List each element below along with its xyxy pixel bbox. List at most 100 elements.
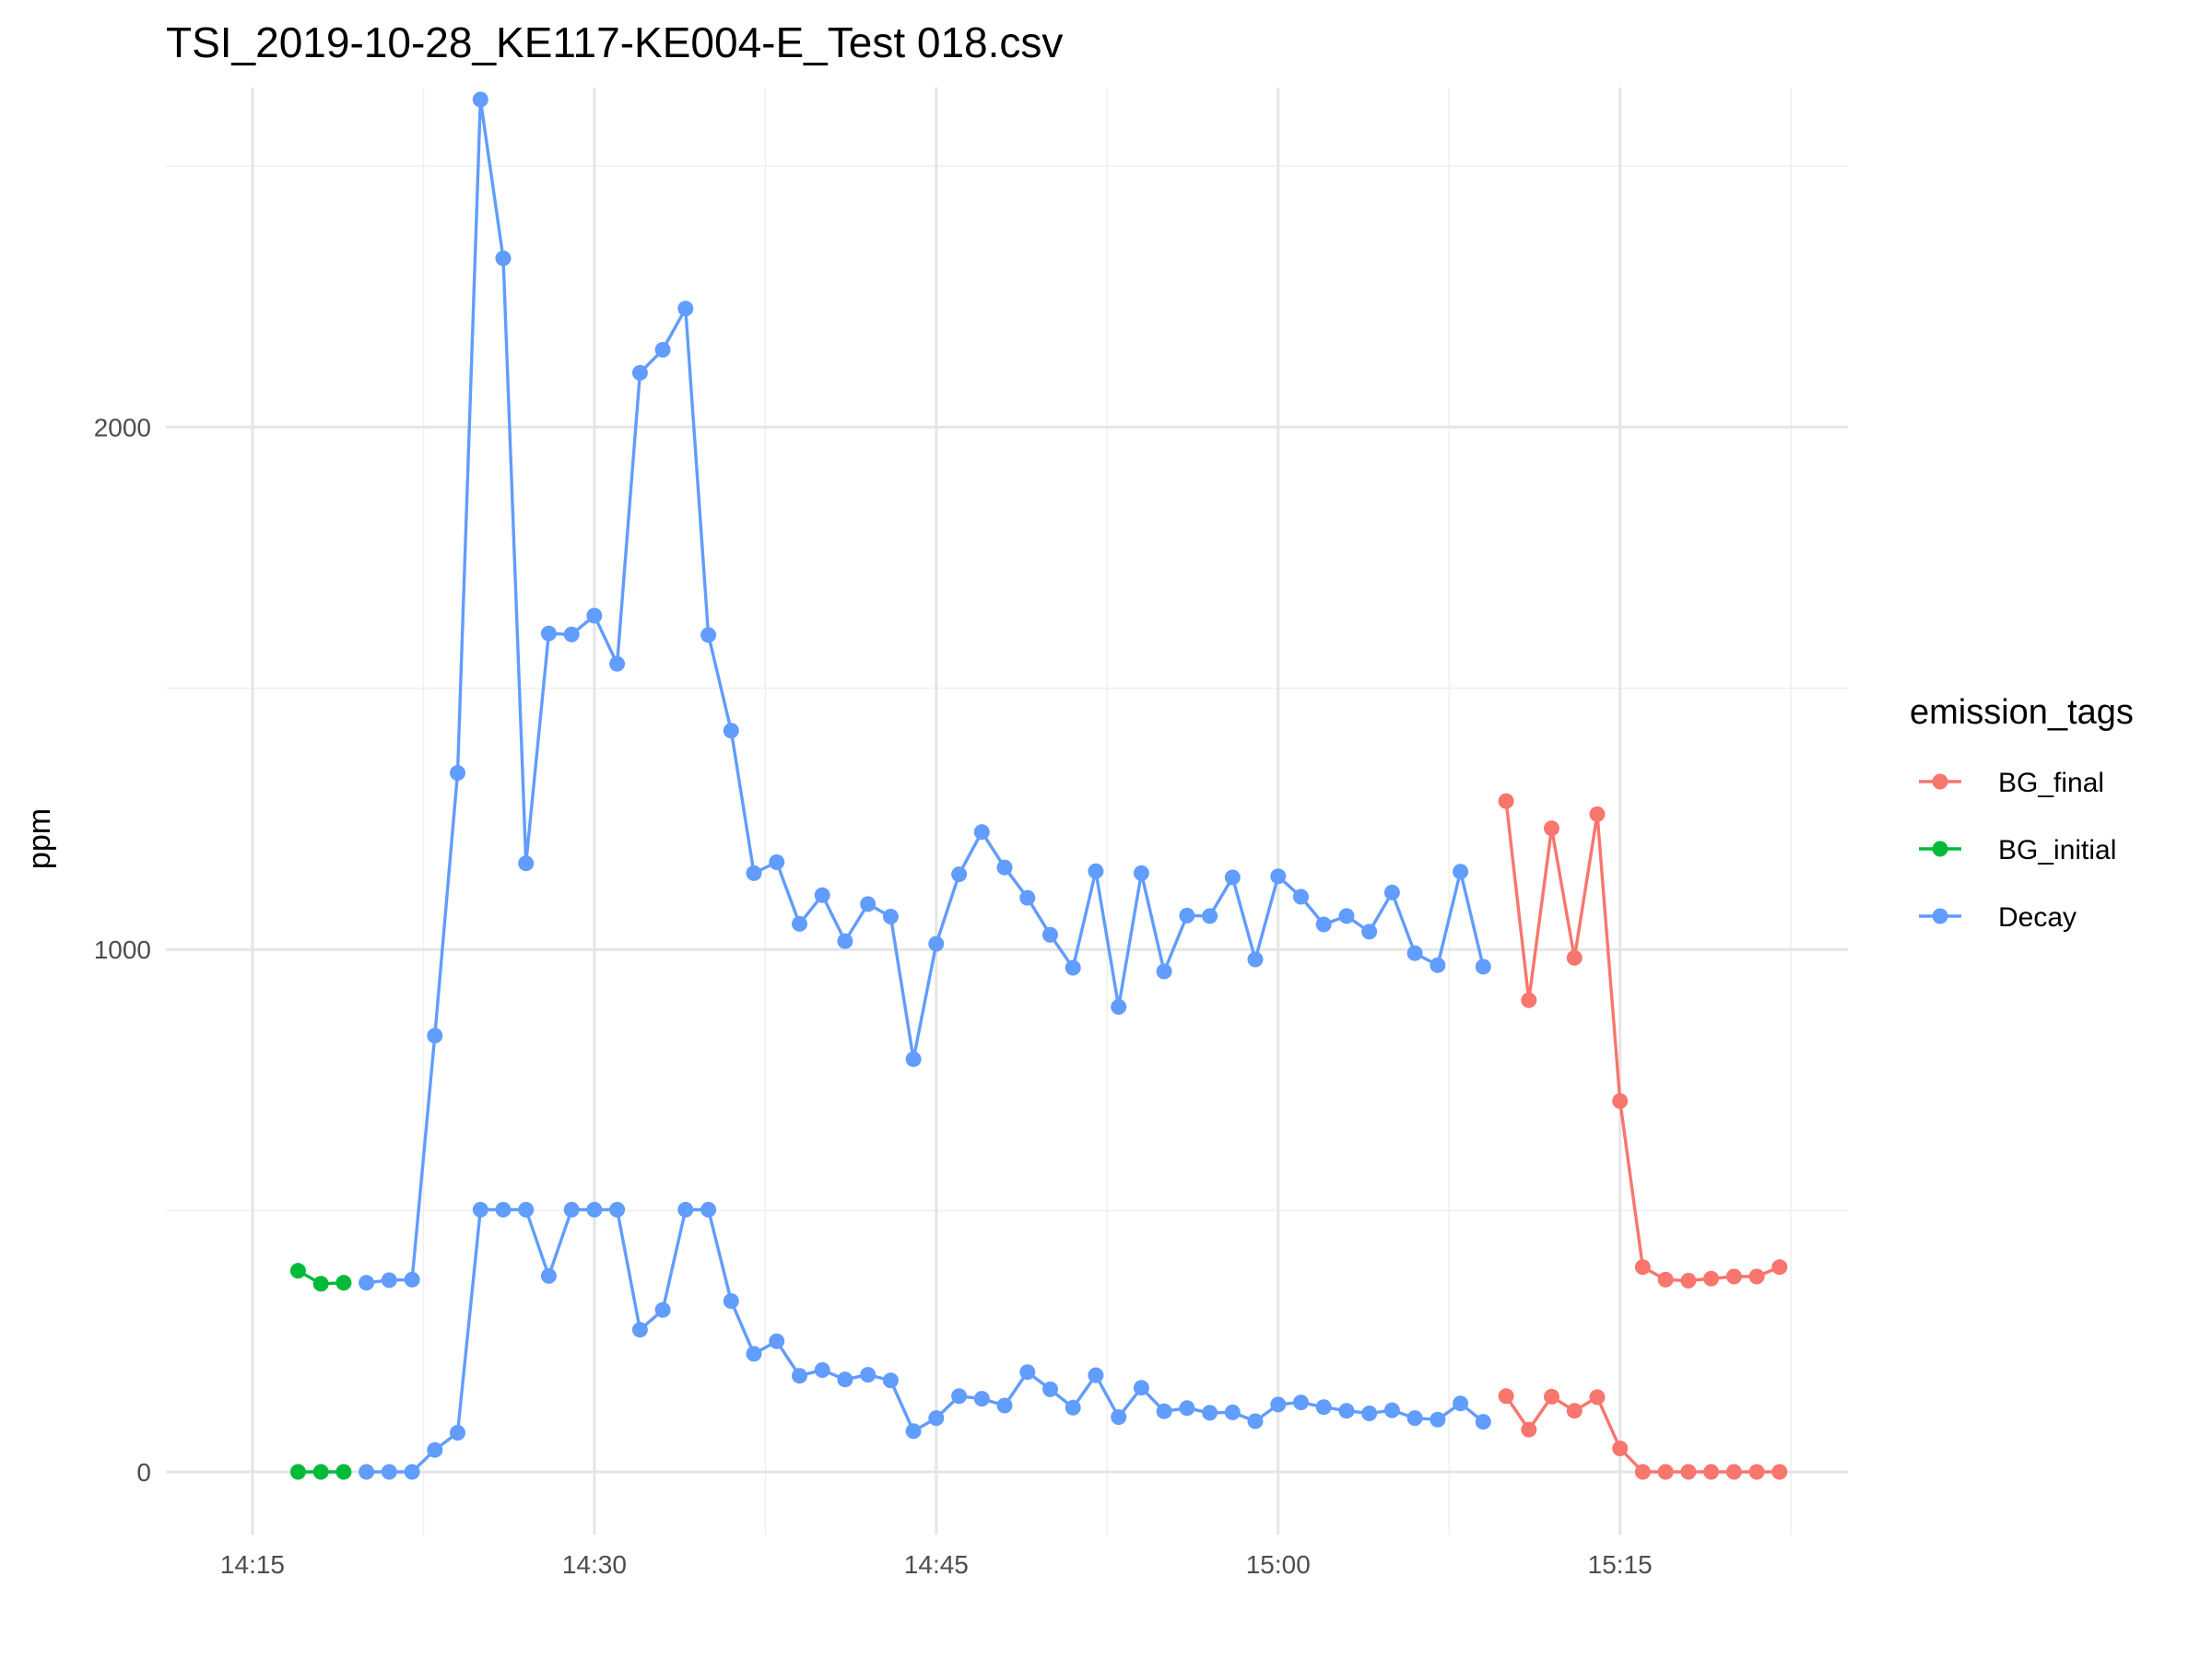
- x-tick-label: 14:45: [904, 1550, 969, 1579]
- data-point: [289, 1263, 306, 1279]
- data-point: [1475, 959, 1491, 975]
- legend-item-bg-final: BG_final: [1919, 768, 2104, 798]
- data-point: [450, 765, 465, 782]
- data-point: [1680, 1464, 1697, 1480]
- data-point: [1521, 1421, 1537, 1438]
- data-point: [1293, 888, 1309, 905]
- data-point: [973, 1391, 990, 1407]
- x-tick-label: 15:00: [1246, 1550, 1311, 1579]
- series-line: [366, 1207, 1485, 1474]
- x-tick-label: 14:15: [220, 1550, 285, 1579]
- y-axis-title: ppm: [22, 808, 57, 869]
- data-point: [769, 1333, 785, 1349]
- data-point: [631, 1322, 648, 1338]
- legend-label: Decay: [1998, 902, 2077, 933]
- data-point: [837, 1371, 853, 1388]
- data-point: [814, 1362, 830, 1378]
- data-point: [1383, 1402, 1400, 1418]
- legend-item-decay: Decay: [1919, 902, 2077, 933]
- data-point: [814, 887, 830, 903]
- data-point: [335, 1275, 352, 1291]
- data-point: [1657, 1464, 1674, 1480]
- data-point: [1406, 945, 1423, 961]
- data-point: [769, 854, 785, 870]
- legend-item-bg-initial: BG_initial: [1919, 835, 2116, 865]
- data-point: [540, 625, 557, 641]
- data-point: [289, 1464, 306, 1480]
- series-line: [1504, 1394, 1780, 1474]
- data-point: [1589, 806, 1606, 822]
- data-point: [381, 1272, 397, 1288]
- data-point: [631, 365, 648, 381]
- data-point: [1634, 1259, 1651, 1276]
- data-point: [1361, 1406, 1378, 1421]
- data-point: [746, 1346, 762, 1362]
- data-point: [472, 91, 488, 108]
- grid: [166, 88, 1848, 1535]
- data-point: [495, 250, 512, 266]
- data-point: [563, 626, 580, 642]
- data-point: [495, 1202, 512, 1218]
- data-point: [792, 1368, 807, 1384]
- data-point: [1657, 1271, 1674, 1288]
- data-point: [1156, 963, 1172, 980]
- data-point: [359, 1275, 375, 1291]
- data-point: [700, 1202, 717, 1218]
- data-point: [905, 1423, 922, 1440]
- data-point: [1453, 1395, 1469, 1412]
- data-point: [1612, 1441, 1629, 1456]
- data-point: [996, 1397, 1013, 1414]
- legend: emission_tags BG_final BG_initial Decay: [1910, 693, 2134, 933]
- data-point: [1430, 1411, 1446, 1428]
- data-point: [1544, 1388, 1559, 1405]
- data-point: [1111, 1409, 1127, 1425]
- legend-key-point: [1932, 841, 1948, 857]
- data-point: [1430, 957, 1446, 973]
- legend-label: BG_final: [1998, 768, 2104, 798]
- data-point: [860, 1367, 877, 1383]
- data-point: [1088, 1367, 1104, 1383]
- data-point: [860, 896, 877, 912]
- axes: 0 1000 2000 14:15 14:30 14:45 15:00 15:15: [94, 413, 1653, 1579]
- data-point: [1406, 1410, 1423, 1427]
- data-point: [1019, 889, 1036, 906]
- data-point: [1589, 1389, 1606, 1406]
- data-point: [381, 1464, 397, 1480]
- data-point: [518, 1202, 535, 1218]
- data-point: [1475, 1414, 1491, 1430]
- data-point: [1065, 1399, 1081, 1416]
- data-point: [996, 859, 1013, 876]
- data-point: [973, 824, 990, 841]
- series-bg-final-lower: [1498, 1388, 1788, 1480]
- data-point: [1156, 1403, 1172, 1419]
- data-point: [1019, 1364, 1036, 1381]
- data-point: [654, 342, 671, 358]
- data-point: [1680, 1273, 1697, 1288]
- data-point: [586, 1202, 603, 1218]
- y-tick-label: 2000: [94, 413, 151, 441]
- data-point: [518, 855, 535, 872]
- data-point: [1065, 959, 1081, 976]
- data-point: [1566, 1403, 1583, 1419]
- data-point: [1725, 1464, 1742, 1480]
- data-point: [1224, 869, 1241, 886]
- data-point: [1088, 863, 1104, 879]
- data-point: [1725, 1268, 1742, 1285]
- data-point: [1771, 1464, 1788, 1480]
- data-point: [1247, 951, 1264, 968]
- data-point: [427, 1028, 443, 1044]
- data-point: [609, 1202, 626, 1218]
- data-point: [1247, 1413, 1264, 1430]
- data-point: [563, 1202, 580, 1218]
- data-point: [700, 627, 717, 643]
- data-point: [1566, 949, 1583, 966]
- data-point: [472, 1202, 488, 1218]
- legend-title: emission_tags: [1910, 693, 2134, 732]
- data-point: [540, 1267, 557, 1284]
- data-point: [404, 1464, 420, 1480]
- data-point: [951, 1388, 968, 1405]
- data-point: [1042, 1381, 1058, 1397]
- x-tick-label: 14:30: [562, 1550, 627, 1579]
- chart-title: TSI_2019-10-28_KE117-KE004-E_Test 018.cs…: [166, 18, 1063, 66]
